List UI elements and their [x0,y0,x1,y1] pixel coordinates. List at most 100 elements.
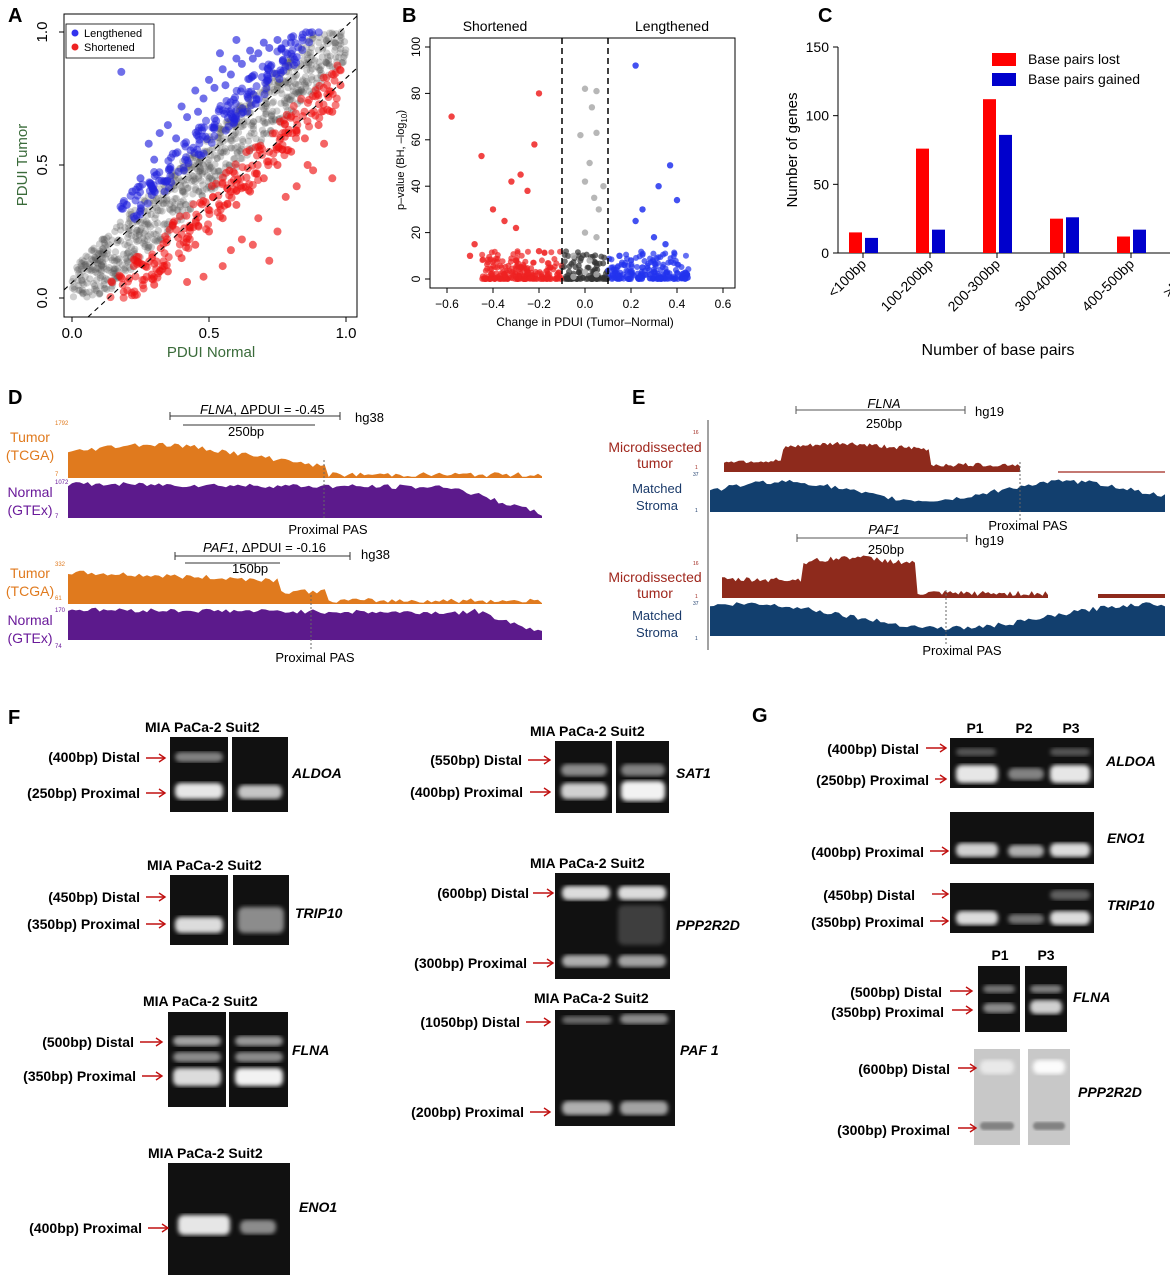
neutral-point [100,251,108,259]
neutral-point [324,53,332,61]
neutral-point [135,227,144,236]
lengthened-point [232,115,241,124]
gel-lane-label: MIA PaCa-2 Suit2 [148,1145,263,1161]
band-arrow-head [939,774,948,784]
neutral-point [174,206,182,215]
volcano-point [522,258,529,265]
neutral-point [268,116,276,124]
neutral-point [330,38,338,47]
volcano-point [600,260,607,267]
neutral-point [299,76,307,84]
shortened-point [123,277,132,286]
neutral-point [149,204,157,213]
neutral-point [125,224,133,232]
volcano-point [639,275,646,282]
neutral-point [340,53,348,61]
volcano-point [666,162,674,169]
e-flna-stroma-label2: Stroma [636,498,679,513]
neutral-point [288,83,297,91]
neutral-point [277,86,285,94]
bar-gained [932,229,945,253]
neutral-point [103,234,111,242]
shortened-point [176,212,185,221]
gel-band [235,1036,283,1046]
neutral-point [70,285,79,294]
band-arrow-head [158,788,167,798]
neutral-point [204,159,212,167]
lengthened-point [162,177,171,186]
neutral-point [322,37,330,45]
neutral-point [247,121,256,130]
neutral-point [180,188,188,196]
gel-band-label: (400bp) Distal [827,741,919,757]
neutral-point [336,32,344,40]
gel-lane-label: MIA PaCa-2 Suit2 [534,990,649,1006]
neutral-point [91,282,99,290]
neutral-point [111,227,119,236]
neutral-point [125,227,133,235]
neutral-point [93,256,102,264]
neutral-point [269,118,277,126]
neutral-point [291,79,299,88]
e-paf1-stroma-label: Matched [632,608,682,623]
e-paf1-gene: PAF1 [868,522,900,537]
volcano-point [600,183,607,190]
neutral-point [82,260,90,269]
volcano-point [471,241,478,248]
shortened-point [223,199,232,208]
lengthened-point [116,202,125,211]
neutral-point [137,219,145,227]
e-paf1-genome: hg19 [975,533,1004,548]
neutral-point [80,262,88,270]
shortened-point [212,179,221,188]
shortened-point [138,276,147,285]
neutral-point [238,135,247,144]
neutral-point [126,226,135,235]
shortened-point [194,213,203,222]
neutral-point [156,197,164,205]
neutral-point [87,255,95,263]
neutral-point [78,279,87,287]
e-paf1-pas: Proximal PAS [922,643,1002,658]
panel-a-upper-threshold [63,15,358,291]
neutral-point [95,289,104,298]
volcano-point [561,258,568,265]
neutral-point [139,234,147,242]
shortened-point [280,120,289,129]
gel-trip10-1 [170,875,228,945]
neutral-point [221,144,229,153]
neutral-point [115,255,123,263]
gel-band-label: (200bp) Proximal [411,1104,524,1120]
shortened-point [276,133,285,142]
e-flna-genome: hg19 [975,404,1004,419]
neutral-point [306,49,315,57]
neutral-point [337,40,345,48]
shortened-point [199,197,208,206]
d-flna-normal-track [68,482,542,518]
gel-band [235,1068,283,1086]
lengthened-point [186,146,195,155]
volcano-point [660,251,667,258]
band-arrow-head [155,1037,164,1047]
d-paf1-scale: 150bp [232,561,268,576]
neutral-point [146,223,154,231]
shortened-point [237,235,246,244]
lengthened-point [136,201,145,210]
neutral-point [249,122,258,130]
neutral-point [303,66,311,74]
volcano-point [672,274,679,281]
neutral-point [262,130,271,138]
gel-band [1050,890,1090,900]
band-arrow-head [969,1123,978,1133]
neutral-point [99,235,107,243]
neutral-point [96,247,104,255]
neutral-point [305,59,313,67]
neutral-point [318,45,327,53]
shortened-point [303,117,312,126]
panel-c-xlabel: Number of base pairs [922,342,1075,359]
gel-band-label: (350bp) Proximal [23,1068,136,1084]
neutral-point [69,275,78,283]
neutral-point [208,145,217,153]
volcano-point [484,256,491,263]
neutral-point [90,244,98,252]
